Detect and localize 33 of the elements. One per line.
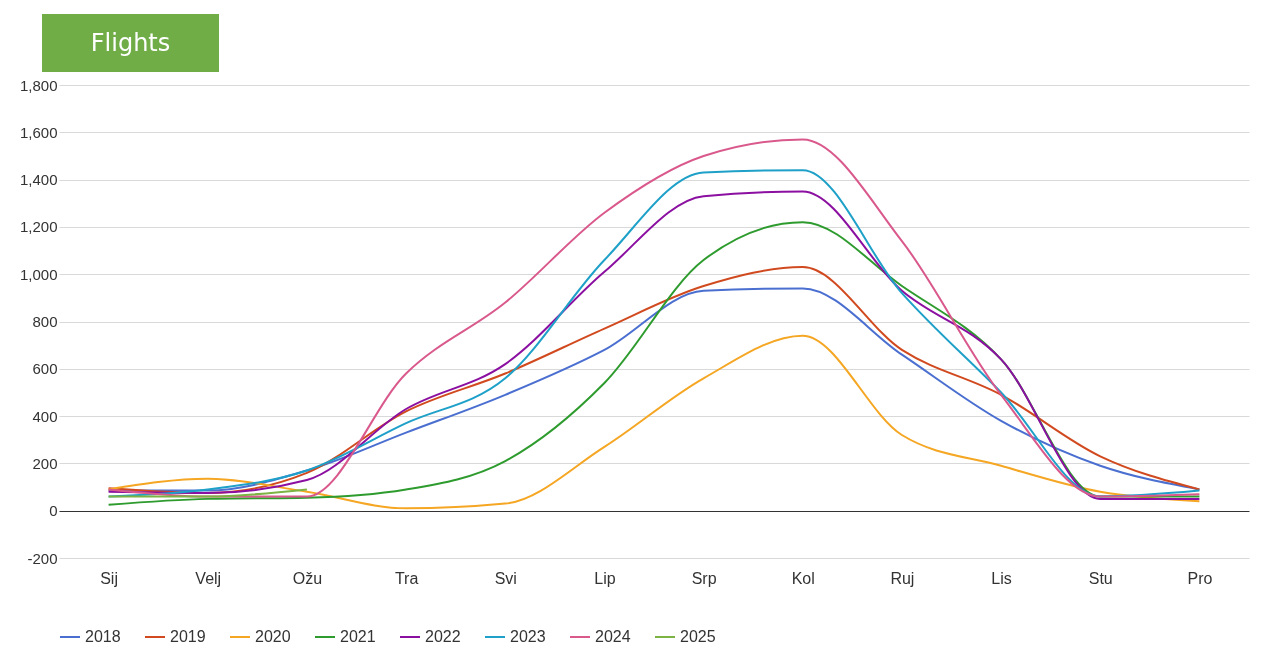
legend-label: 2022 bbox=[425, 628, 461, 645]
legend-label: 2023 bbox=[510, 628, 546, 645]
chart-title: Flights bbox=[42, 14, 219, 72]
line-series bbox=[107, 334, 1201, 510]
y-tick-label: 1,000 bbox=[19, 265, 58, 283]
y-tick-label: 1,600 bbox=[19, 123, 58, 141]
legend-label: 2020 bbox=[255, 628, 291, 645]
legend-label: 2024 bbox=[595, 628, 631, 645]
y-tick-label: 800 bbox=[32, 313, 58, 330]
y-tick-label: -200 bbox=[27, 549, 58, 567]
x-tick-label: Ruj bbox=[890, 569, 915, 587]
y-tick-label: 0 bbox=[49, 502, 58, 520]
y-tick-label: 400 bbox=[32, 407, 58, 425]
x-tick-label: Lis bbox=[991, 569, 1012, 587]
y-tick-label: 1,200 bbox=[19, 218, 58, 236]
x-tick-label: Kol bbox=[791, 569, 815, 587]
legend-label: 2018 bbox=[85, 628, 121, 645]
y-tick-label: 1,400 bbox=[19, 171, 58, 189]
legend-label: 2021 bbox=[340, 628, 376, 645]
legend-label: 2025 bbox=[680, 628, 716, 645]
y-tick-label: 200 bbox=[32, 454, 58, 472]
x-tick-label: Srp bbox=[691, 569, 717, 587]
x-tick-label: Ožu bbox=[292, 569, 323, 587]
legend-label: 2019 bbox=[170, 628, 206, 645]
x-tick-label: Pro bbox=[1187, 569, 1213, 587]
x-tick-label: Velj bbox=[195, 569, 222, 587]
x-tick-label: Lip bbox=[594, 569, 616, 587]
x-tick-label: Stu bbox=[1088, 569, 1113, 587]
y-tick-label: 600 bbox=[32, 360, 58, 378]
y-tick-label: 1,800 bbox=[19, 76, 58, 94]
x-tick-label: Sij bbox=[100, 569, 118, 587]
x-tick-label: Tra bbox=[394, 569, 419, 587]
x-tick-label: Svi bbox=[494, 569, 517, 587]
